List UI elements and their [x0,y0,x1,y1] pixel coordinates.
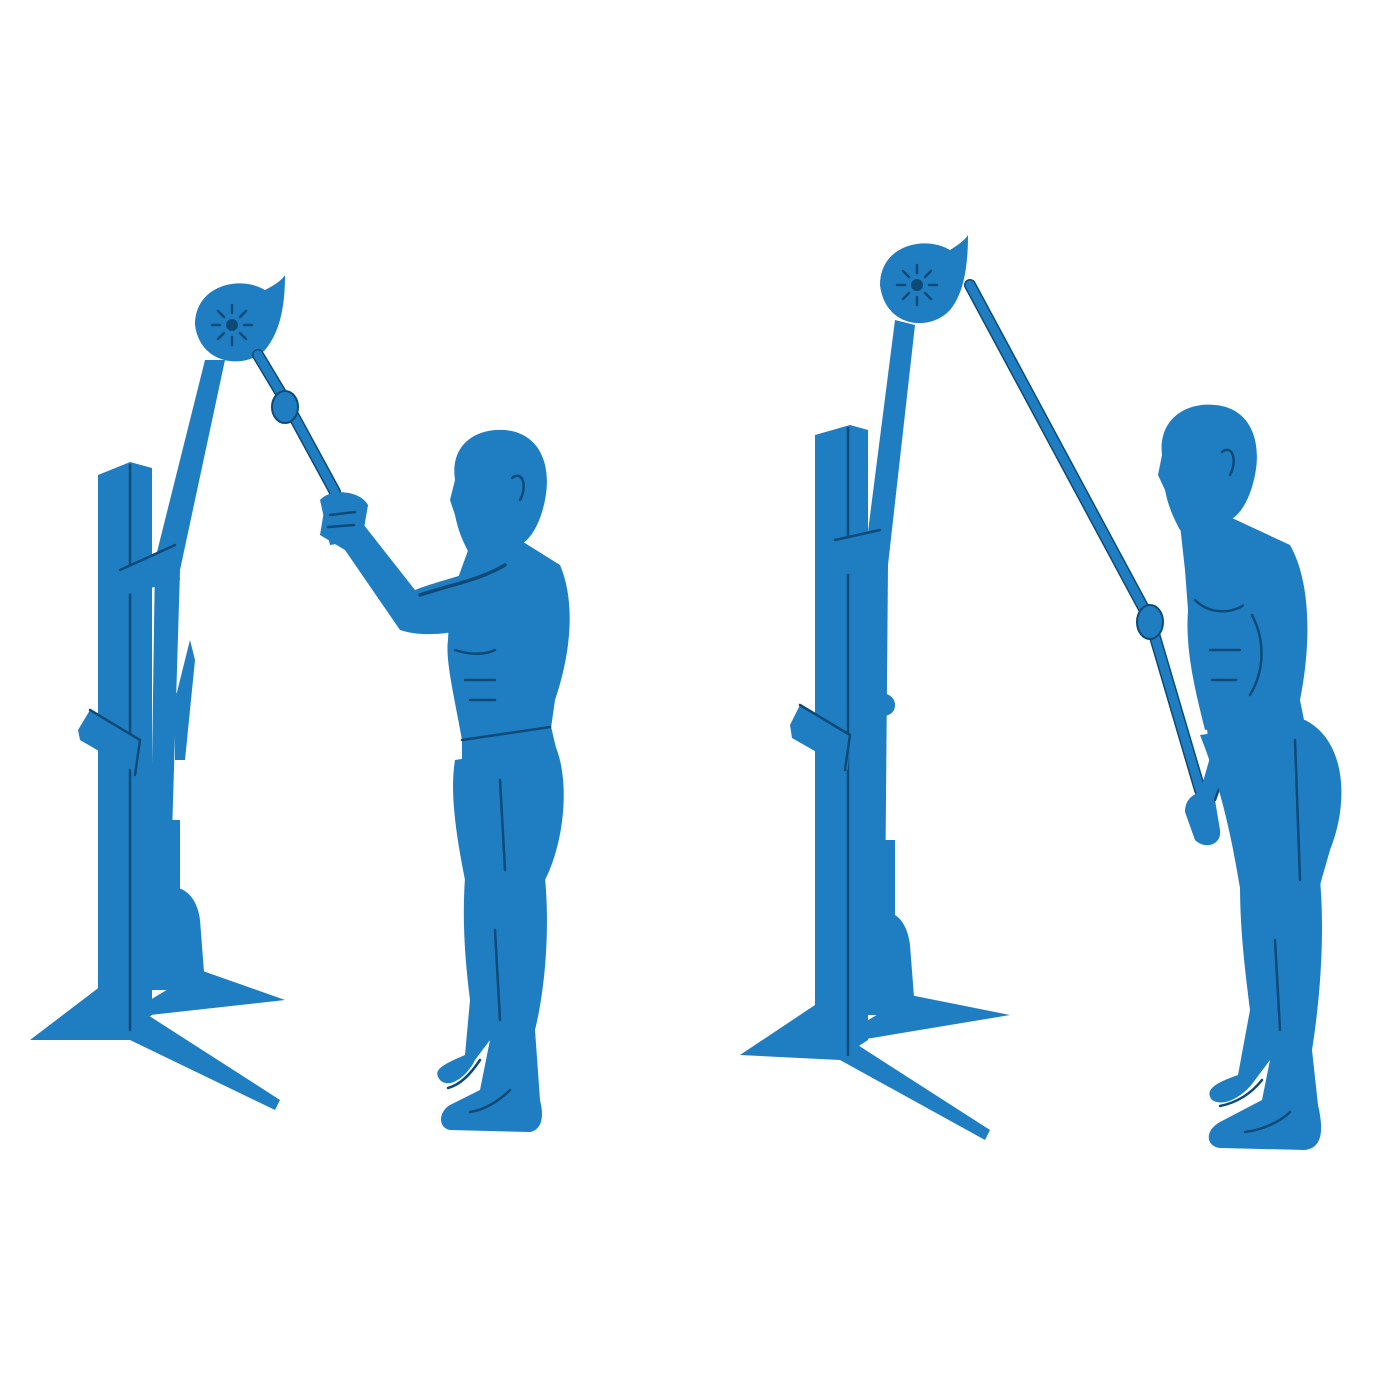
athlete-end-figure [1158,404,1342,1150]
cable-machine-icon [30,275,341,1110]
end-position-panel [740,235,1342,1150]
athlete-start-figure [320,429,570,1132]
start-position-panel [30,275,570,1132]
cable-machine-icon [740,235,1206,1140]
